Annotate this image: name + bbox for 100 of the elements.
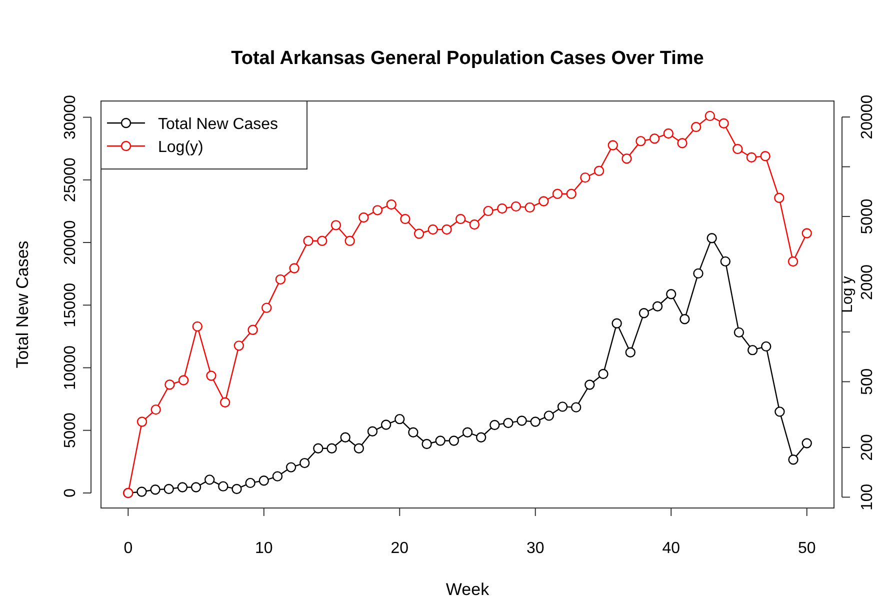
point [557, 402, 568, 412]
point [677, 138, 688, 148]
point [538, 196, 549, 206]
point [344, 236, 355, 246]
point [524, 202, 535, 213]
point [414, 228, 424, 239]
point [150, 404, 161, 415]
y-tick-label: 30000 [62, 94, 79, 140]
point [340, 432, 350, 442]
point [220, 397, 230, 408]
point [622, 154, 632, 164]
point [580, 172, 590, 183]
point [317, 236, 328, 246]
point [150, 484, 160, 495]
y2-tick-label: 5000 [859, 198, 876, 234]
point [380, 420, 392, 430]
point [747, 344, 758, 356]
point [802, 228, 812, 238]
point [788, 454, 798, 465]
point [313, 443, 324, 454]
point [802, 438, 812, 448]
point [530, 416, 540, 427]
x-axis-title: Week [446, 580, 490, 599]
point [422, 438, 432, 450]
point [286, 462, 296, 472]
point [455, 214, 466, 224]
x-tick-label: 50 [798, 540, 816, 557]
point [218, 481, 228, 492]
y2-tick-label: 2000 [859, 264, 876, 300]
legend-label: Log(y) [158, 139, 204, 156]
point [760, 150, 770, 162]
point [503, 418, 514, 428]
point [663, 128, 674, 139]
point [490, 420, 500, 430]
point [177, 482, 188, 492]
point [594, 166, 604, 176]
point [469, 219, 480, 230]
point [652, 301, 663, 312]
point [746, 152, 757, 162]
point [386, 199, 396, 210]
point [636, 136, 646, 146]
point [612, 318, 622, 329]
point [164, 380, 175, 390]
x-tick-label: 10 [254, 540, 273, 557]
y2-axis-title: Log y [839, 276, 856, 313]
point [330, 220, 342, 230]
point [300, 458, 310, 468]
point [232, 484, 242, 494]
point [258, 476, 269, 486]
point [190, 482, 202, 492]
x-tick-label: 40 [662, 540, 680, 557]
point [544, 410, 554, 421]
point [625, 347, 636, 358]
point [248, 324, 258, 335]
point [275, 274, 286, 285]
point [680, 314, 690, 324]
point [510, 201, 522, 212]
point [584, 380, 595, 390]
point [245, 478, 256, 488]
point [164, 484, 174, 494]
point [704, 110, 716, 122]
point [428, 224, 438, 235]
point [289, 263, 300, 274]
y-axis-title: Total New Cases [13, 240, 32, 368]
x-tick-label: 20 [390, 540, 409, 557]
point [497, 203, 508, 214]
point [552, 188, 563, 199]
point [394, 414, 405, 424]
point [720, 256, 731, 267]
point [570, 402, 582, 412]
y2-tick-label: 500 [859, 368, 876, 396]
point [372, 205, 383, 216]
point [690, 122, 702, 132]
point [408, 427, 418, 438]
point [448, 436, 460, 446]
point [204, 474, 215, 485]
point [178, 375, 189, 386]
point [598, 368, 608, 380]
point [326, 443, 337, 454]
point [693, 268, 704, 279]
point [566, 188, 576, 199]
y-tick-label: 5000 [62, 412, 79, 448]
point [638, 308, 650, 318]
legend-label: Total New Cases [158, 116, 278, 133]
point [400, 214, 410, 224]
point [516, 416, 527, 426]
point [435, 436, 446, 446]
point [192, 321, 202, 332]
y-tick-label: 0 [62, 488, 79, 498]
point [788, 256, 798, 267]
point [358, 212, 369, 223]
y2-tick-label: 200 [859, 434, 876, 461]
point [706, 233, 717, 244]
point [136, 416, 148, 427]
point [367, 426, 378, 436]
point [272, 471, 283, 482]
point [476, 432, 486, 442]
point [608, 140, 618, 150]
point [649, 134, 660, 144]
chart-title: Total Arkansas General Population Cases Over Time [231, 48, 704, 69]
